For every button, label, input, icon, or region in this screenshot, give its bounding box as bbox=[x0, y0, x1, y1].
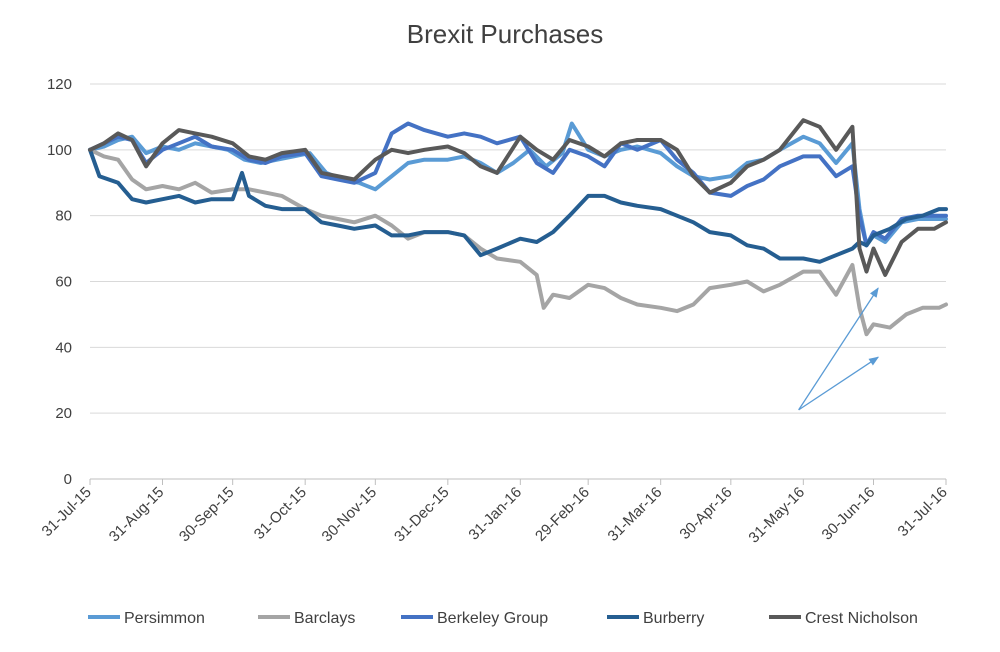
legend: Persimmon Barclays Berkeley Group Burberry C… bbox=[88, 610, 918, 627]
annotation-arrow bbox=[798, 287, 879, 411]
y-tick-label: 60 bbox=[55, 274, 72, 291]
y-tick-label: 40 bbox=[55, 339, 72, 356]
x-tick-label: 31-Jan-16 bbox=[465, 484, 525, 544]
gridlines bbox=[90, 83, 946, 414]
y-axis-ticks: 0 20 40 60 80 100 120 bbox=[47, 76, 72, 488]
legend-label: Crest Nicholson bbox=[805, 610, 918, 627]
legend-label: Berkeley Group bbox=[437, 610, 548, 627]
legend-item: Barclays bbox=[258, 610, 355, 627]
x-tick-label: 31-May-16 bbox=[745, 484, 808, 547]
series-line-5 bbox=[88, 118, 948, 277]
legend-label: Persimmon bbox=[124, 610, 205, 627]
x-tick-label: 31-Dec-15 bbox=[391, 484, 453, 546]
legend-item: Persimmon bbox=[88, 610, 205, 627]
series-line-3 bbox=[88, 121, 948, 248]
annotation-arrow bbox=[798, 356, 880, 411]
x-tick-label: 31-Jul-16 bbox=[895, 484, 951, 540]
x-tick-label: 31-Mar-16 bbox=[605, 484, 666, 545]
x-tick-label: 30-Jun-16 bbox=[819, 484, 879, 544]
series-line-2 bbox=[88, 147, 948, 337]
x-tick-label: 29-Feb-16 bbox=[532, 484, 593, 545]
annotation-arrows bbox=[798, 287, 880, 411]
x-axis: 31-Jul-15 31-Aug-15 30-Sep-15 31-Oct-15 30-N… bbox=[39, 478, 951, 547]
y-tick-label: 80 bbox=[55, 208, 72, 225]
x-tick-label: 31-Jul-15 bbox=[39, 484, 95, 540]
x-tick-label: 31-Oct-15 bbox=[251, 484, 310, 543]
y-tick-label: 20 bbox=[55, 405, 72, 422]
x-tick-label: 31-Aug-15 bbox=[106, 484, 168, 546]
chart-title: Brexit Purchases bbox=[407, 19, 604, 49]
series-line-4 bbox=[88, 147, 948, 264]
legend-item: Crest Nicholson bbox=[769, 610, 918, 627]
x-tick-label: 30-Nov-15 bbox=[319, 484, 381, 546]
x-tick-label: 30-Apr-16 bbox=[676, 484, 735, 543]
legend-label: Burberry bbox=[643, 610, 704, 627]
y-tick-label: 120 bbox=[47, 76, 72, 93]
y-tick-label: 0 bbox=[64, 471, 72, 488]
legend-label: Barclays bbox=[294, 610, 355, 627]
y-tick-label: 100 bbox=[47, 142, 72, 159]
legend-item: Berkeley Group bbox=[401, 610, 548, 627]
x-tick-label: 30-Sep-15 bbox=[176, 484, 238, 546]
legend-item: Burberry bbox=[607, 610, 704, 627]
series-lines bbox=[88, 118, 948, 337]
